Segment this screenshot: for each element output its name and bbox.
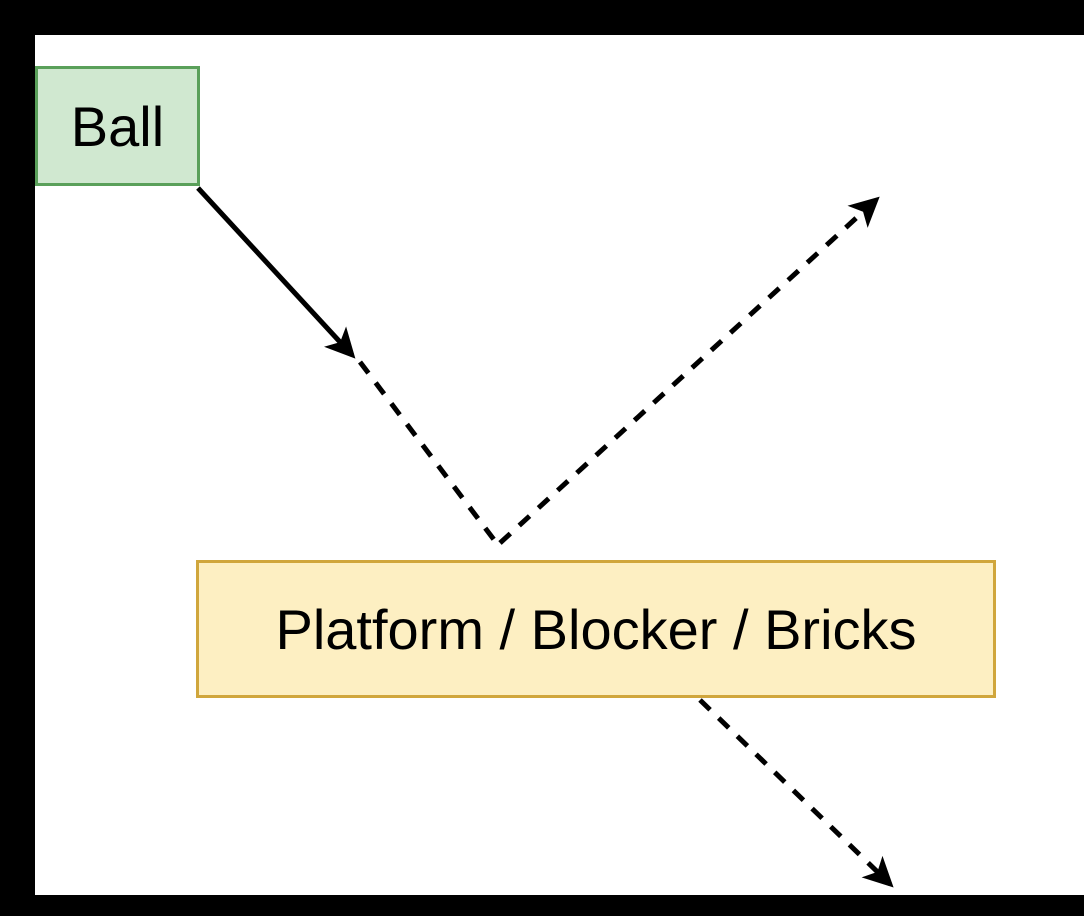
platform-label: Platform / Blocker / Bricks: [275, 597, 916, 662]
platform-node: Platform / Blocker / Bricks: [196, 560, 996, 698]
ball-label: Ball: [71, 94, 164, 159]
ball-node: Ball: [35, 66, 200, 186]
